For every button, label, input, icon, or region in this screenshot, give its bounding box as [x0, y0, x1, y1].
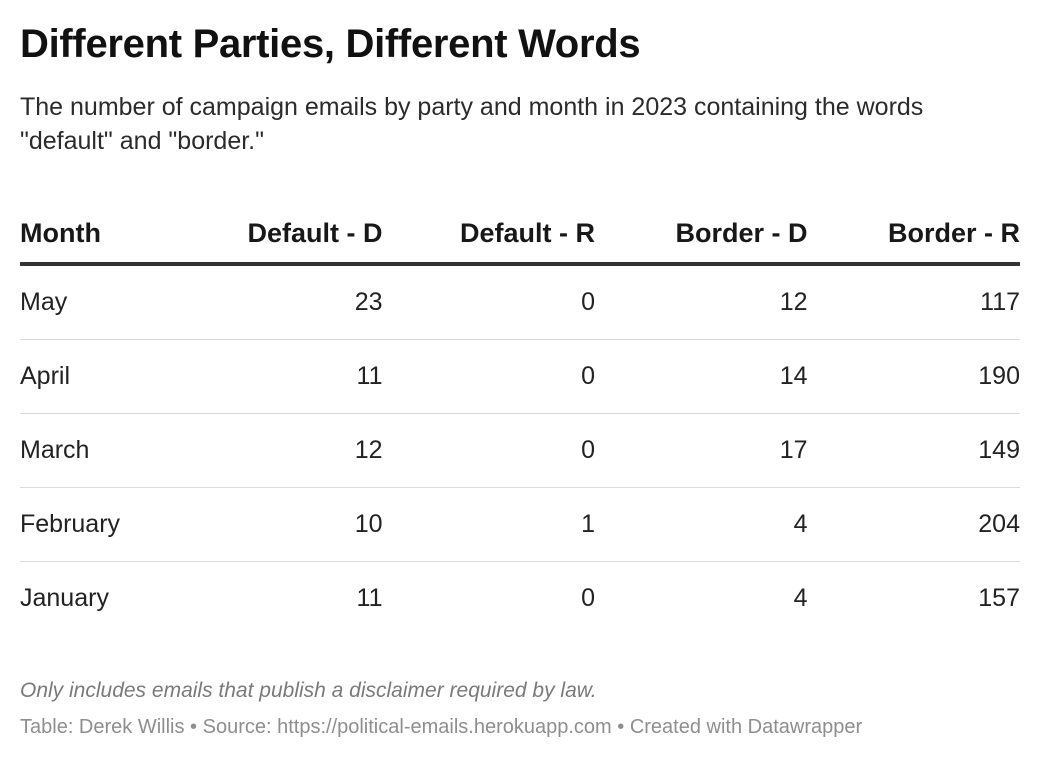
cell-default-r: 0 — [382, 413, 595, 488]
cell-border-r: 204 — [807, 487, 1020, 562]
cell-month: March — [20, 413, 170, 488]
cell-border-d: 4 — [793, 584, 808, 612]
column-header-border-d[interactable]: Border - D — [595, 204, 808, 266]
cell-default-d: 12 — [170, 413, 383, 488]
cell-border-d: 4 — [595, 487, 808, 562]
footer-separator: • — [184, 716, 203, 738]
cell-default-d: 11 — [170, 339, 383, 414]
data-table: Month Default - D Default - R Border - D… — [20, 204, 1020, 635]
table-row: January 11 0 4 157 — [20, 562, 1020, 636]
source-link[interactable]: Source: https://political-emails.herokua… — [202, 716, 612, 738]
column-header-month[interactable]: Month — [20, 204, 170, 266]
cell-border-r: 157 — [978, 584, 1020, 612]
cell-border-d: 14 — [595, 339, 808, 414]
footer-separator: • — [611, 716, 630, 738]
table-row: May 23 0 12 117 — [20, 264, 1020, 340]
cell-border-r: 117 — [807, 264, 1020, 340]
table-header-row: Month Default - D Default - R Border - D… — [20, 204, 1020, 266]
table-row: February 10 1 4 204 — [20, 487, 1020, 562]
cell-month: January — [20, 584, 109, 612]
cell-border-r: 149 — [807, 413, 1020, 488]
chart-title: Different Parties, Different Words — [20, 22, 641, 66]
chart-subtitle: The number of campaign emails by party a… — [20, 93, 924, 155]
byline: Table: Derek Willis — [20, 716, 185, 738]
table-row: April 11 0 14 190 — [20, 339, 1020, 414]
cell-border-r: 190 — [807, 339, 1020, 414]
cell-default-r: 0 — [382, 339, 595, 414]
chart-footer: Table: Derek Willis • Source: https://po… — [20, 712, 862, 742]
cell-border-d: 17 — [595, 413, 808, 488]
cell-default-d: 23 — [170, 264, 383, 340]
cell-month: May — [20, 264, 170, 340]
column-header-border-r[interactable]: Border - R — [807, 204, 1020, 266]
datawrapper-credit-link[interactable]: Created with Datawrapper — [629, 716, 863, 738]
cell-month: April — [20, 339, 170, 414]
column-header-default-d[interactable]: Default - D — [170, 204, 383, 266]
table-row: March 12 0 17 149 — [20, 413, 1020, 488]
column-header-default-r[interactable]: Default - R — [382, 204, 595, 266]
cell-default-r: 0 — [382, 264, 595, 340]
chart-notes: Only includes emails that publish a disc… — [20, 679, 597, 702]
cell-month: February — [20, 487, 170, 562]
cell-default-d: 11 — [356, 584, 383, 612]
cell-default-r: 1 — [382, 487, 595, 562]
cell-border-d: 12 — [595, 264, 808, 340]
cell-default-d: 10 — [170, 487, 383, 562]
cell-default-r: 0 — [581, 584, 595, 612]
